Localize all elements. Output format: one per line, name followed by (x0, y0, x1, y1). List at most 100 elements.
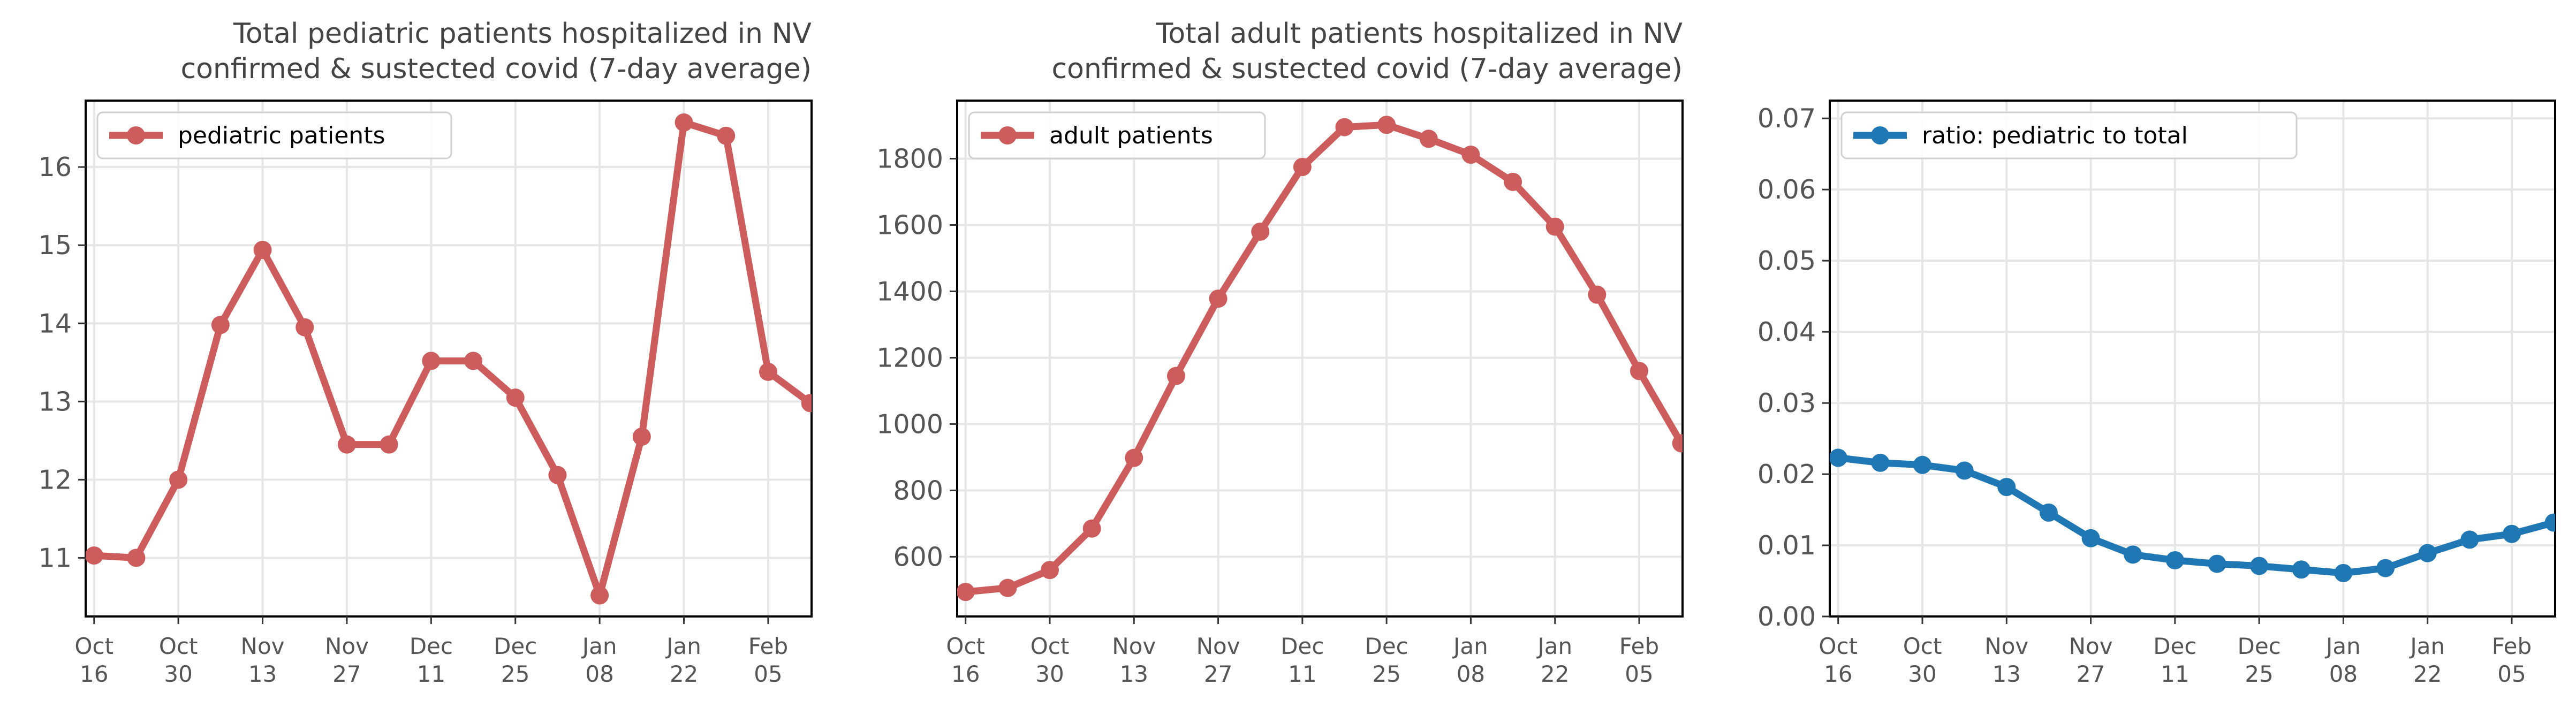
data-point (1251, 222, 1270, 241)
x-tick-label: Dec 11 (1281, 633, 1324, 687)
y-tick-label: 15 (39, 230, 72, 261)
x-tick-label: Feb 05 (1619, 633, 1659, 687)
x-tick-label: Dec 25 (494, 633, 537, 687)
y-tick-label: 0.00 (1757, 601, 1816, 632)
x-tick-label: Oct 30 (159, 633, 198, 687)
data-point (2292, 560, 2310, 579)
y-tick-label: 14 (39, 308, 72, 339)
data-point (1588, 285, 1607, 304)
data-point (2502, 524, 2521, 543)
y-tick-label: 12 (39, 464, 72, 495)
data-point (2039, 503, 2058, 522)
x-tick-label: Nov 27 (1196, 633, 1240, 687)
data-point (2544, 513, 2555, 532)
data-point (1377, 116, 1396, 134)
y-tick-label: 1800 (876, 143, 943, 174)
x-tick-label: Oct 16 (946, 633, 985, 687)
data-point (1871, 453, 1890, 472)
x-tick-label: Dec 25 (2238, 633, 2281, 687)
data-point (590, 586, 609, 605)
data-point (86, 546, 103, 565)
data-point (1913, 455, 1932, 474)
x-tick-label: Jan 22 (1536, 633, 1572, 687)
data-point (548, 466, 567, 484)
data-point (1504, 172, 1522, 191)
data-point (2250, 557, 2269, 575)
data-point (2124, 545, 2142, 564)
plot-frame (85, 100, 813, 618)
data-point (211, 316, 230, 334)
series-group (86, 113, 812, 605)
y-tick-label: 1400 (876, 276, 943, 307)
data-point (759, 362, 777, 381)
plot-frame (1829, 100, 2556, 618)
chart-panel-1: 11 12 13 14 15 16 Oct 16 Oct 30 Nov 13 Nov 27 Dec 11 Dec… (39, 18, 813, 687)
data-point (957, 583, 975, 601)
x-tick-label: Oct 16 (1819, 633, 1858, 687)
x-tick-label: Nov 27 (325, 633, 369, 687)
y-tick-label: 11 (39, 543, 72, 573)
data-point (801, 394, 812, 413)
y-tick-label: 0.04 (1757, 317, 1816, 347)
data-point (675, 113, 693, 132)
data-point (1041, 561, 1059, 580)
data-point (1419, 130, 1438, 148)
data-point (1955, 461, 1974, 480)
x-tick-label: Jan 22 (2408, 633, 2445, 687)
data-point (2208, 554, 2226, 573)
series-group (957, 116, 1683, 601)
x-tick-label: Nov 13 (1984, 633, 2028, 687)
x-tick-label: Feb 05 (2492, 633, 2532, 687)
legend-label: adult patients (1049, 122, 1213, 149)
x-tick-label: Oct 16 (74, 633, 113, 687)
y-tick-label: 0.07 (1757, 103, 1816, 134)
legend-box (968, 111, 1266, 159)
data-point (2418, 544, 2437, 562)
data-point (2376, 559, 2395, 577)
data-point (1545, 217, 1564, 236)
data-point (1461, 146, 1480, 164)
legend-marker (1871, 126, 1889, 144)
data-point (2460, 530, 2479, 549)
data-point (127, 549, 146, 567)
y-tick-label: 600 (893, 542, 943, 572)
y-tick-label: 0.05 (1757, 246, 1816, 276)
data-point (380, 435, 398, 454)
data-point (2334, 563, 2353, 582)
chart-title: Total adult patients hospitalized in NV c… (1051, 18, 1683, 85)
series-line (965, 121, 1683, 596)
x-tick-label: Nov 13 (241, 633, 285, 687)
data-point (1335, 118, 1354, 136)
x-tick-label: Dec 11 (2153, 633, 2196, 687)
chart-panel-2: 600 800 1000 1200 1400 1600 1800 Oct 16 Oct 30 Nov 1… (876, 18, 1684, 687)
x-tick-label: Jan 22 (665, 633, 701, 687)
data-point (422, 352, 441, 370)
legend-box (96, 111, 452, 159)
data-point (296, 318, 314, 337)
chart-title: Total pediatric patients hospitalized in… (180, 18, 812, 85)
y-tick-label: 13 (39, 386, 72, 417)
x-tick-label: Jan 08 (2324, 633, 2361, 687)
data-point (1082, 519, 1101, 538)
y-tick-label: 800 (893, 475, 943, 506)
y-tick-label: 0.06 (1757, 174, 1816, 205)
data-point (464, 352, 483, 370)
x-tick-label: Dec 25 (1365, 633, 1408, 687)
chart-panel-3: 0.00 0.01 0.02 0.03 0.04 0.05 0.06 0.07 Oct 16 Oct… (1757, 100, 2556, 687)
series-group (1830, 448, 2555, 582)
data-point (1997, 478, 2016, 497)
data-point (1166, 367, 1185, 385)
plot-frame (956, 100, 1684, 618)
data-point (337, 435, 356, 454)
legend-label: pediatric patients (178, 122, 385, 149)
y-tick-label: 0.02 (1757, 459, 1816, 490)
y-tick-label: 1200 (876, 342, 943, 373)
data-point (1209, 290, 1228, 308)
data-point (1293, 157, 1312, 176)
x-tick-label: Nov 27 (2069, 633, 2113, 687)
data-point (506, 389, 525, 407)
data-point (2165, 551, 2184, 569)
data-point (998, 578, 1017, 597)
legend-marker (998, 126, 1017, 144)
